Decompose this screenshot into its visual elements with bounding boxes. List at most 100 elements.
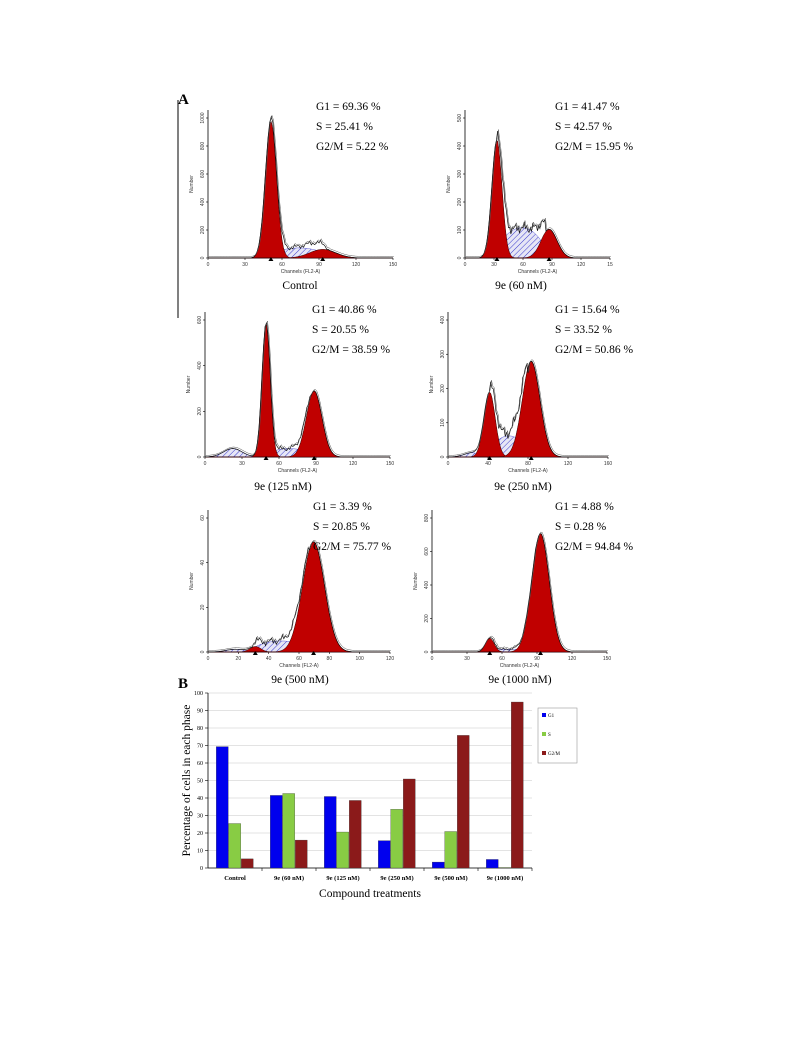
phase-stat: G2/M = 50.86 % [555,344,633,356]
bar [270,795,283,869]
histogram-y-axis-title: Number [189,572,195,590]
bar [324,796,337,869]
phase-stat: G1 = 40.86 % [312,304,377,316]
y-tick-label: 0 [197,455,203,458]
histogram-outline [432,533,607,653]
x-tick-label: 160 [604,461,613,467]
y-tick-label: 600 [200,170,206,179]
x-tick-label: 30 [242,262,248,268]
y-tick-label: 500 [457,114,463,123]
histogram-panel: 0 40 80 120 160 0 100 200 300 400 Channels (FL2-A)… [429,304,633,493]
x-tick-label: 90 [316,262,322,268]
x-tick-label: 120 [577,262,586,268]
histogram-caption: 9e (250 nM) [494,481,552,493]
histogram-x-axis-title: Channels (FL2-A) [500,663,540,669]
histogram-caption: 9e (125 nM) [254,481,312,493]
x-tick-label: 80 [525,461,531,467]
bar [378,840,391,869]
x-tick-label: 90 [313,461,319,467]
x-tick-label: 60 [279,262,285,268]
bar [486,859,499,869]
y-tick-label: 800 [424,514,430,523]
peak-marker [487,651,493,655]
bar [432,861,445,869]
x-tick-label: 30 [464,656,470,662]
histogram-x-axis-title: Channels (FL2-A) [518,269,558,275]
histogram-fit-curve [432,531,608,651]
histogram-fit-curve [448,359,609,456]
x-tick-label: 30 [239,461,245,467]
legend-label: G2/M [548,752,561,757]
phase-stat: S = 0.28 % [555,521,607,533]
y-tick-label: 600 [424,547,430,556]
histogram-fit-curve [208,540,391,651]
x-tick-label: 0 [447,461,450,467]
histogram-caption: 9e (500 nM) [271,674,329,686]
histogram-panel: 0 30 60 90 120 150 0 200 400 600 Channels (FL2-A) N… [186,304,394,493]
peak-marker [538,651,543,655]
x-tick-label: 60 [296,656,302,662]
y-tick-label: 0 [424,650,430,653]
histogram-y-axis-title: Number [186,375,192,393]
histogram-x-axis-title: Channels (FL2-A) [278,468,318,474]
x-tick-label: 0 [207,656,210,662]
category-label: 9e (500 nM) [434,875,467,882]
histogram-x-axis-title: Channels (FL2-A) [279,663,319,669]
legend-swatch [542,732,546,736]
y-tick-label: 0 [200,650,206,653]
peak-marker [268,257,274,261]
x-tick-label: 40 [266,656,272,662]
phase-stat: G1 = 3.39 % [313,501,372,513]
phase-stat: G1 = 41.47 % [555,101,620,113]
y-tick-label: 400 [440,316,446,325]
panel-a-label: A [178,92,189,108]
bar-chart: 0 10 20 30 40 50 60 70 80 90 100 Control 9e (60 nM) 9… [181,691,578,900]
histogram-x-axis-title: Channels (FL2-A) [508,468,548,474]
y-tick-label: 60 [200,515,206,521]
y-tick-label: 0 [200,866,203,872]
category-label: Control [224,875,246,882]
y-tick-label: 400 [197,361,203,370]
x-tick-label: 40 [485,461,491,467]
histogram-y-axis-title: Number [429,375,435,393]
y-tick-label: 100 [457,226,463,235]
x-tick-label: 80 [327,656,333,662]
phase-stat: G2/M = 75.77 % [313,541,391,553]
histogram-panel: 0 30 60 90 120 150 0 200 400 600 800 1000 Channels (… [189,101,397,292]
x-tick-label: 150 [386,461,395,467]
phase-stat: G2/M = 38.59 % [312,344,390,356]
x-tick-label: 120 [386,656,395,662]
y-tick-label: 70 [197,744,203,750]
phase-stat: G2/M = 15.95 % [555,141,633,153]
histogram-outline [465,130,610,259]
bar [295,839,308,869]
y-tick-label: 400 [200,198,206,207]
x-tick-label: 120 [564,461,573,467]
phase-stat: G2/M = 94.84 % [555,541,633,553]
g2m-peak [208,541,390,653]
category-label: 9e (60 nM) [274,875,304,882]
histogram-caption: 9e (1000 nM) [488,674,551,686]
y-tick-label: 200 [200,226,206,235]
x-tick-label: 120 [352,262,361,268]
x-tick-label: 90 [549,262,555,268]
legend-label: G1 [548,714,555,719]
bar [241,858,254,869]
peak-marker [320,257,326,261]
y-tick-label: 20 [200,604,206,610]
y-tick-label: 50 [197,779,203,785]
phase-stat: G1 = 4.88 % [555,501,614,513]
peak-marker [263,456,269,460]
peak-marker [546,257,552,261]
histogram-panel: 0 30 60 90 120 150 0 200 400 600 800 Channels (FL2-… [413,501,633,686]
legend-label: S [548,733,551,738]
y-tick-label: 400 [424,581,430,590]
peak-marker [311,651,317,655]
phase-stat: S = 25.41 % [316,121,373,133]
bar [403,778,416,869]
y-tick-label: 90 [197,709,203,715]
y-tick-label: 40 [200,560,206,566]
y-axis-title: Percentage of cells in each phase [181,705,193,857]
histogram-outline [208,115,393,259]
